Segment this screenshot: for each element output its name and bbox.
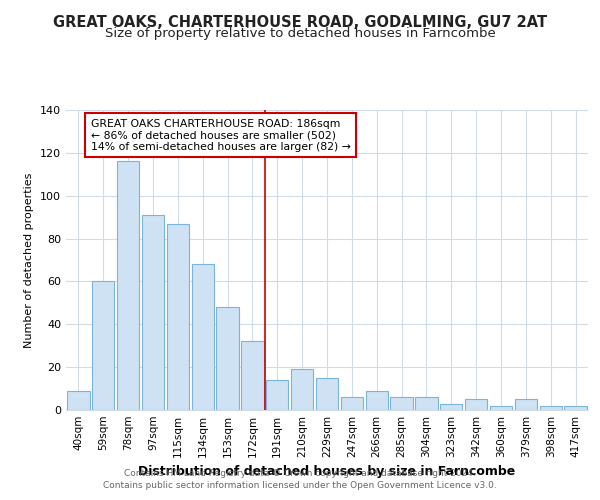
Bar: [167, 224, 189, 410]
Bar: [217, 307, 239, 410]
Bar: [391, 397, 413, 410]
Bar: [341, 397, 363, 410]
Text: GREAT OAKS, CHARTERHOUSE ROAD, GODALMING, GU7 2AT: GREAT OAKS, CHARTERHOUSE ROAD, GODALMING…: [53, 15, 547, 30]
Bar: [316, 378, 338, 410]
Y-axis label: Number of detached properties: Number of detached properties: [25, 172, 34, 348]
Bar: [415, 397, 437, 410]
Bar: [241, 342, 263, 410]
Bar: [565, 406, 587, 410]
Bar: [539, 406, 562, 410]
Bar: [365, 390, 388, 410]
Bar: [465, 400, 487, 410]
Bar: [67, 390, 89, 410]
Text: Contains HM Land Registry data © Crown copyright and database right 2024.
Contai: Contains HM Land Registry data © Crown c…: [103, 468, 497, 490]
Bar: [142, 215, 164, 410]
Bar: [291, 370, 313, 410]
X-axis label: Distribution of detached houses by size in Farncombe: Distribution of detached houses by size …: [139, 466, 515, 478]
Text: Size of property relative to detached houses in Farncombe: Size of property relative to detached ho…: [104, 28, 496, 40]
Bar: [191, 264, 214, 410]
Bar: [266, 380, 289, 410]
Bar: [440, 404, 463, 410]
Bar: [515, 400, 537, 410]
Text: GREAT OAKS CHARTERHOUSE ROAD: 186sqm
← 86% of detached houses are smaller (502)
: GREAT OAKS CHARTERHOUSE ROAD: 186sqm ← 8…: [91, 118, 351, 152]
Bar: [490, 406, 512, 410]
Bar: [117, 162, 139, 410]
Bar: [92, 282, 115, 410]
